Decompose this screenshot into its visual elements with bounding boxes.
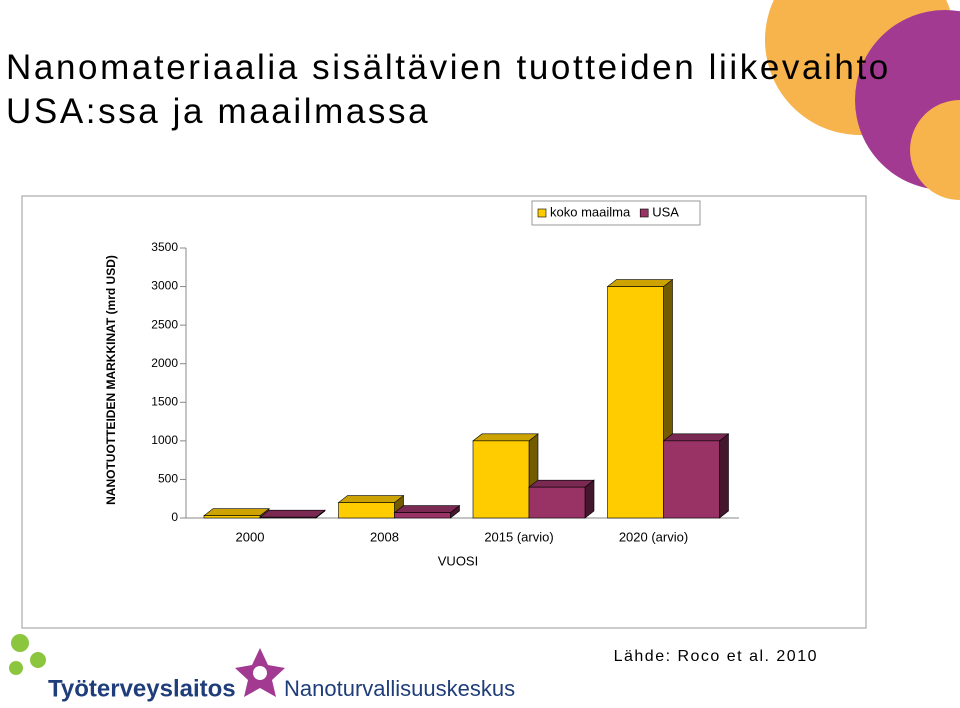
bar: [663, 440, 720, 519]
bar-side: [719, 433, 729, 519]
bar: [472, 440, 530, 519]
bar: [394, 512, 451, 519]
bar-top: [259, 509, 326, 518]
y-tick-label: 1500: [151, 394, 178, 408]
logo-1: Työterveyslaitos: [9, 634, 236, 702]
legend-box: [531, 200, 701, 226]
bar-top: [393, 505, 461, 513]
y-tick-label: 1000: [151, 433, 178, 447]
bar-top: [472, 433, 539, 442]
logo-2: Nanoturvallisuuskeskus: [235, 648, 515, 701]
legend-swatch: [537, 208, 547, 218]
x-tick-label: 2015 (arvio): [484, 529, 553, 544]
logo-text: Työterveyslaitos: [48, 675, 236, 702]
bar: [607, 286, 664, 519]
legend-label: USA: [652, 204, 679, 219]
y-tick-label: 3000: [151, 279, 178, 293]
bar-top: [528, 479, 595, 488]
x-tick-label: 2000: [236, 529, 265, 544]
bar: [528, 486, 586, 519]
bar-top: [662, 433, 730, 442]
x-axis-title: VUOSI: [438, 553, 478, 568]
logo-text: Nanoturvallisuuskeskus: [284, 676, 515, 701]
decor-circle: [910, 100, 960, 200]
y-tick-label: 2000: [151, 356, 178, 370]
bar: [203, 515, 261, 519]
x-tick-label: 2008: [370, 529, 399, 544]
chart-frame: [21, 195, 867, 629]
y-tick-label: 500: [158, 472, 178, 486]
y-tick-label: 3500: [151, 240, 178, 254]
y-axis-title: NANOTUOTTEIDEN MARKKINAT (mrd USD): [104, 255, 118, 505]
bar-top: [337, 495, 405, 503]
bar: [338, 502, 395, 519]
x-tick-label: 2020 (arvio): [619, 529, 688, 544]
bar-top: [203, 508, 270, 516]
bar: [259, 516, 317, 519]
legend-swatch: [639, 208, 649, 218]
title: Nanomateriaalia sisältävien tuotteiden l…: [6, 48, 891, 131]
y-tick-label: 0: [171, 510, 178, 524]
y-tick-label: 2500: [151, 317, 178, 331]
source: Lähde: Roco et al. 2010: [614, 648, 818, 665]
legend-label: koko maailma: [550, 204, 631, 219]
bar-top: [606, 279, 674, 287]
